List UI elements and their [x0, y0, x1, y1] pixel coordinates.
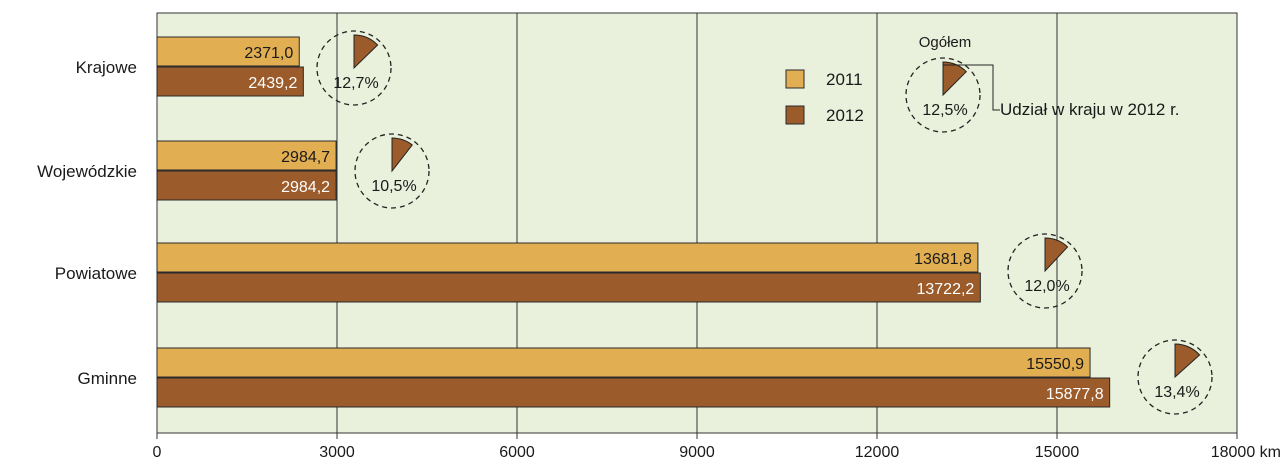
- x-axis-ticks: 0 3000 6000 9000 12000 15000 18000 km: [153, 433, 1281, 460]
- bar-2011: [156, 347, 1091, 378]
- bar-2011: [156, 36, 300, 67]
- bar-value-label: 2984,7: [281, 149, 330, 166]
- x-tick-label: 12000: [855, 444, 900, 460]
- share-annotation: Udział w kraju w 2012 r.: [1000, 100, 1180, 119]
- pie-outline: [354, 133, 430, 209]
- bar-2011: [156, 140, 337, 171]
- bar-value-label: 15877,8: [1046, 386, 1104, 403]
- legend-label: 2011: [826, 70, 863, 89]
- bar-value-label: 2371,0: [244, 45, 293, 62]
- category-label: Powiatowe: [55, 264, 137, 283]
- bar-2012: [156, 272, 981, 303]
- annotation-leader: [943, 64, 1000, 111]
- x-tick-label: 6000: [499, 444, 535, 460]
- category-labels: Krajowe Wojewódzkie Powiatowe Gminne: [37, 58, 137, 388]
- bar-value-label: 2984,2: [281, 179, 330, 196]
- legend: 2011 2012: [785, 69, 864, 125]
- overall-share: Ogółem 12,5% Udział w kraju w 2012 r.: [905, 34, 1180, 133]
- pie-outline: [316, 30, 392, 106]
- pie-label: 12,5%: [922, 102, 967, 119]
- pie-label: 12,0%: [1024, 278, 1069, 295]
- bar-2012: [156, 66, 304, 97]
- share-pies: 12,7% 10,5% 12,0% 13,4%: [316, 30, 1213, 415]
- x-tick-label: 18000 km: [1211, 444, 1281, 460]
- bar-value-label: 2439,2: [248, 75, 297, 92]
- legend-label: 2012: [826, 106, 864, 125]
- legend-swatch: [785, 69, 805, 89]
- bars: 2371,0 2439,2 2984,7 2984,2 13681,8 13722,2 15…: [156, 36, 1111, 408]
- x-tick-label: 15000: [1035, 444, 1080, 460]
- bar-2012: [156, 377, 1111, 408]
- pie-label: 12,7%: [333, 75, 378, 92]
- x-tick-label: 9000: [679, 444, 715, 460]
- category-label: Krajowe: [76, 58, 137, 77]
- x-tick-label: 0: [153, 444, 162, 460]
- bar-2011: [156, 242, 979, 273]
- legend-swatch: [785, 105, 805, 125]
- bar-value-label: 13722,2: [916, 281, 974, 298]
- x-tick-label: 3000: [319, 444, 355, 460]
- pie-outline: [1007, 233, 1083, 309]
- bar-value-label: 15550,9: [1026, 356, 1084, 373]
- pie-outline: [1137, 339, 1213, 415]
- bar-2012: [156, 170, 337, 201]
- bar-value-label: 13681,8: [914, 251, 972, 268]
- category-label: Wojewódzkie: [37, 162, 137, 181]
- pie-outline: [905, 57, 981, 133]
- overall-title: Ogółem: [919, 34, 972, 51]
- pie-label: 13,4%: [1154, 384, 1199, 401]
- pie-label: 10,5%: [371, 178, 416, 195]
- category-label: Gminne: [77, 369, 137, 388]
